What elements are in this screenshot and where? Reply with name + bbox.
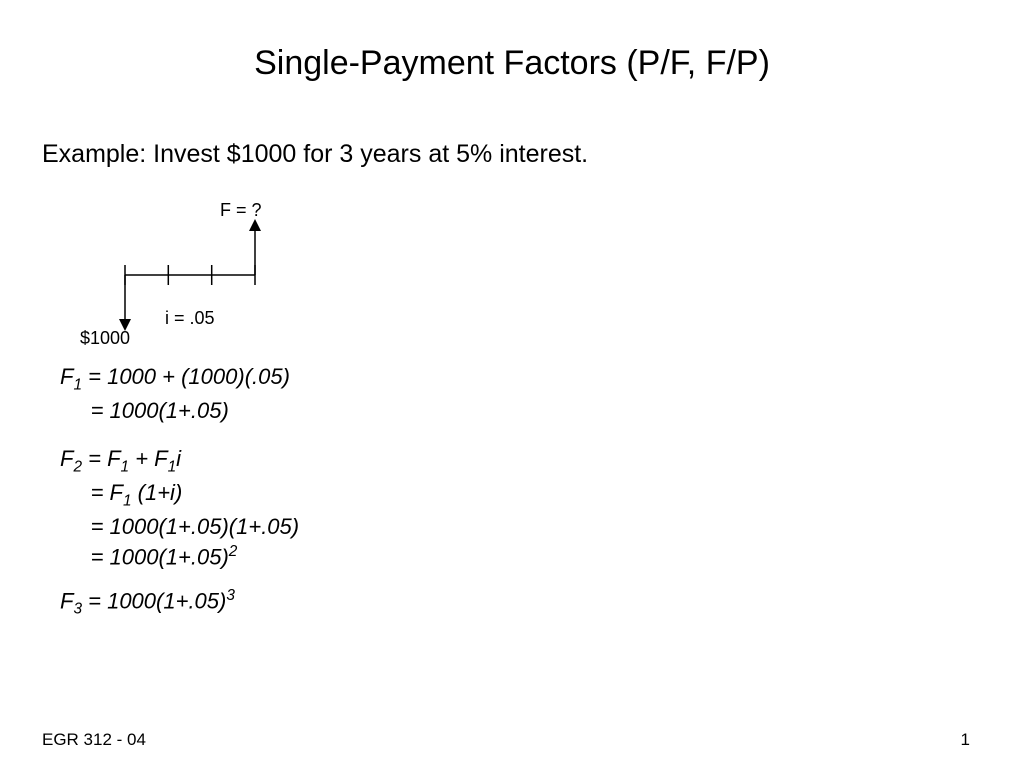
- f-label: F = ?: [220, 200, 262, 221]
- f2-l2b: (1+i): [132, 480, 183, 505]
- f3-sup: 3: [226, 587, 235, 604]
- f1-line2: = 1000(1+.05): [91, 398, 229, 423]
- f2-indent3: [60, 514, 91, 539]
- f2-sub1a: 1: [121, 458, 130, 475]
- equation-f2: F2 = F1 + F1i = F1 (1+i) = 1000(1+.05)(1…: [60, 444, 299, 572]
- f3-lhs-F: F: [60, 588, 73, 613]
- f1-sub: 1: [73, 376, 82, 393]
- f2-plusF: + F: [129, 446, 168, 471]
- example-statement: Example: Invest $1000 for 3 years at 5% …: [42, 140, 588, 169]
- f2-eqF: = F: [82, 446, 121, 471]
- f2-l3: = 1000(1+.05)(1+.05): [91, 514, 300, 539]
- i-label: i = .05: [165, 308, 215, 329]
- f2-sub1b: 1: [168, 458, 177, 475]
- f3-rhs: = 1000(1+.05): [82, 588, 226, 613]
- f1-rhs: = 1000 + (1000)(.05): [82, 364, 290, 389]
- f3-sub: 3: [73, 601, 82, 618]
- f2-l4sup: 2: [229, 543, 238, 560]
- f2-l2sub: 1: [123, 493, 132, 510]
- equation-f3: F3 = 1000(1+.05)3: [60, 586, 235, 621]
- f2-l4a: = 1000(1+.05): [91, 544, 229, 569]
- f2-l2a: = F: [91, 480, 123, 505]
- f1-lhs: F: [60, 364, 73, 389]
- f2-i: i: [176, 446, 181, 471]
- f2-indent4: [60, 544, 91, 569]
- f2-lhs-F: F: [60, 446, 73, 471]
- course-code: EGR 312 - 04: [42, 730, 146, 750]
- slide-number: 1: [961, 730, 970, 750]
- p-label: $1000: [80, 328, 130, 349]
- f2-sub: 2: [73, 458, 82, 475]
- equation-f1: F1 = 1000 + (1000)(.05) = 1000(1+.05): [60, 362, 290, 426]
- slide-title: Single-Payment Factors (P/F, F/P): [0, 44, 1024, 83]
- f2-indent2: [60, 480, 91, 505]
- f1-indent: [60, 398, 91, 423]
